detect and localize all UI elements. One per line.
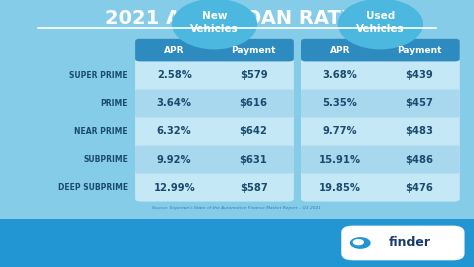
- Text: $486: $486: [405, 155, 434, 164]
- FancyBboxPatch shape: [301, 39, 460, 61]
- FancyBboxPatch shape: [341, 226, 465, 260]
- FancyBboxPatch shape: [0, 219, 474, 267]
- Text: $457: $457: [406, 99, 433, 108]
- Text: 2.58%: 2.58%: [157, 70, 191, 80]
- Ellipse shape: [337, 0, 423, 49]
- Text: 3.64%: 3.64%: [157, 99, 191, 108]
- Text: 9.92%: 9.92%: [157, 155, 191, 164]
- FancyBboxPatch shape: [135, 39, 294, 202]
- Text: Source: Experian's State of the Automotive Finance Market Report – Q3 2021: Source: Experian's State of the Automoti…: [153, 206, 321, 210]
- Text: 6.32%: 6.32%: [157, 127, 191, 136]
- Text: APR: APR: [330, 46, 350, 54]
- Text: $476: $476: [406, 183, 433, 193]
- Text: DEEP SUBPRIME: DEEP SUBPRIME: [58, 183, 128, 192]
- FancyBboxPatch shape: [135, 89, 294, 117]
- Text: Used
Vehicles: Used Vehicles: [356, 11, 405, 34]
- Text: SUBPRIME: SUBPRIME: [83, 155, 128, 164]
- FancyBboxPatch shape: [301, 146, 460, 174]
- Text: 3.68%: 3.68%: [323, 70, 357, 80]
- Text: $579: $579: [240, 70, 267, 80]
- Text: New
Vehicles: New Vehicles: [190, 11, 239, 34]
- Text: $616: $616: [239, 99, 268, 108]
- Text: 9.77%: 9.77%: [323, 127, 357, 136]
- Text: APR: APR: [164, 46, 184, 54]
- Text: $439: $439: [406, 70, 433, 80]
- Text: $587: $587: [240, 183, 267, 193]
- Text: 5.35%: 5.35%: [323, 99, 357, 108]
- Text: 19.85%: 19.85%: [319, 183, 361, 193]
- Text: PRIME: PRIME: [100, 99, 128, 108]
- Text: NEAR PRIME: NEAR PRIME: [74, 127, 128, 136]
- Text: Payment: Payment: [231, 46, 276, 54]
- Text: $642: $642: [240, 127, 267, 136]
- Circle shape: [350, 237, 371, 249]
- Ellipse shape: [172, 0, 257, 49]
- FancyBboxPatch shape: [301, 89, 460, 117]
- FancyBboxPatch shape: [301, 39, 460, 202]
- Text: 12.99%: 12.99%: [153, 183, 195, 193]
- Circle shape: [353, 239, 364, 245]
- Text: $631: $631: [240, 155, 267, 164]
- FancyBboxPatch shape: [135, 146, 294, 174]
- Text: Payment: Payment: [397, 46, 442, 54]
- Text: 15.91%: 15.91%: [319, 155, 361, 164]
- Text: $483: $483: [406, 127, 433, 136]
- Text: finder: finder: [389, 237, 431, 249]
- Text: SUPER PRIME: SUPER PRIME: [69, 71, 128, 80]
- FancyBboxPatch shape: [135, 39, 294, 61]
- Text: 2021 AUTO LOAN RATES: 2021 AUTO LOAN RATES: [105, 9, 369, 28]
